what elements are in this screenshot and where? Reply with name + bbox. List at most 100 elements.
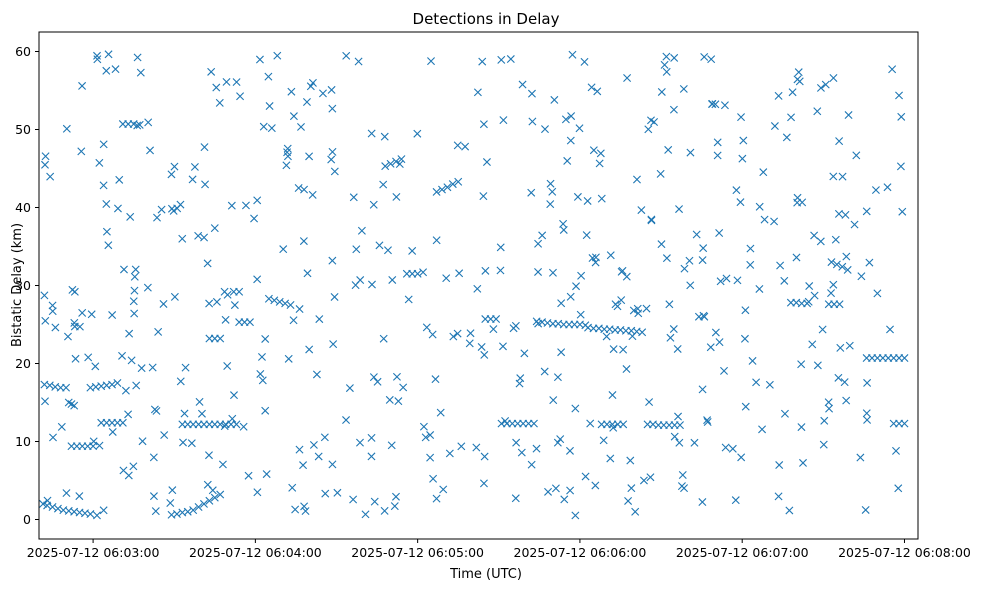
data-point — [566, 136, 575, 145]
data-point — [181, 363, 190, 372]
data-point — [477, 342, 486, 351]
data-point — [146, 146, 155, 155]
data-point — [713, 151, 722, 160]
data-point — [699, 244, 708, 253]
data-point — [104, 50, 113, 59]
data-point — [593, 87, 602, 96]
data-point — [863, 415, 872, 424]
data-point — [230, 301, 239, 310]
data-point — [863, 378, 872, 387]
data-point — [805, 282, 814, 291]
data-point — [617, 296, 626, 305]
data-point — [782, 133, 791, 142]
data-point — [546, 179, 555, 188]
data-point — [77, 147, 86, 156]
data-point — [70, 318, 79, 327]
data-point — [662, 254, 671, 263]
data-point — [48, 503, 57, 512]
data-point — [236, 92, 245, 101]
data-point — [532, 444, 541, 453]
y-tick-label: 10 — [15, 434, 31, 449]
data-point — [461, 142, 470, 151]
data-point — [680, 484, 689, 493]
data-point — [342, 51, 351, 60]
data-point — [810, 291, 819, 300]
data-point — [328, 256, 337, 265]
data-point — [599, 436, 608, 445]
data-point — [825, 404, 834, 413]
data-point — [776, 261, 785, 270]
data-point — [534, 239, 543, 248]
data-point — [187, 439, 196, 448]
data-point — [286, 301, 295, 309]
data-point — [518, 80, 527, 89]
data-point — [421, 433, 430, 442]
data-point — [755, 284, 764, 293]
data-point — [820, 416, 829, 425]
data-point — [148, 363, 157, 372]
data-point — [827, 258, 836, 267]
data-point — [121, 386, 130, 395]
data-point — [852, 151, 861, 160]
data-point — [670, 53, 679, 62]
data-point — [780, 276, 789, 285]
data-point — [720, 366, 729, 375]
data-point — [788, 88, 797, 97]
data-point — [113, 204, 122, 213]
data-point — [810, 231, 819, 240]
data-point — [711, 100, 720, 109]
data-point — [287, 87, 296, 96]
data-point — [736, 198, 745, 207]
data-point — [678, 471, 687, 480]
data-point — [180, 409, 189, 418]
data-point — [886, 325, 894, 334]
data-point — [395, 160, 404, 169]
data-point — [78, 81, 87, 90]
data-point — [327, 85, 336, 94]
data-point — [427, 57, 436, 66]
data-point — [143, 283, 152, 292]
data-point — [392, 372, 401, 381]
data-point — [774, 492, 783, 501]
data-point — [264, 72, 273, 81]
data-point — [397, 155, 406, 164]
data-point — [888, 65, 897, 74]
data-marks — [39, 50, 909, 520]
data-point — [516, 374, 525, 383]
data-point — [453, 329, 462, 338]
data-point — [194, 503, 203, 512]
data-point — [41, 397, 50, 406]
data-point — [255, 55, 264, 64]
data-point — [894, 484, 903, 493]
data-point — [792, 253, 801, 262]
data-point — [842, 396, 851, 405]
data-point — [223, 362, 232, 370]
data-point — [455, 269, 464, 278]
data-point — [432, 494, 441, 503]
data-point — [306, 82, 315, 91]
data-point — [68, 285, 77, 294]
data-point — [133, 121, 142, 130]
data-point — [609, 423, 618, 432]
data-point — [498, 342, 507, 351]
data-point — [571, 404, 580, 413]
data-point — [626, 456, 635, 465]
data-point — [538, 231, 547, 240]
data-point — [509, 324, 518, 333]
data-point — [230, 391, 238, 400]
data-point — [824, 398, 833, 407]
data-point — [534, 319, 543, 328]
data-point — [390, 502, 399, 511]
data-point — [379, 180, 388, 189]
data-point — [582, 231, 591, 240]
data-point — [669, 105, 678, 114]
data-point — [127, 356, 136, 365]
data-point — [591, 253, 600, 262]
data-point — [270, 296, 279, 305]
data-point — [632, 175, 641, 184]
data-point — [489, 325, 498, 334]
data-point — [149, 492, 158, 501]
data-point — [827, 289, 836, 298]
data-point — [436, 408, 445, 417]
data-point — [770, 122, 779, 131]
